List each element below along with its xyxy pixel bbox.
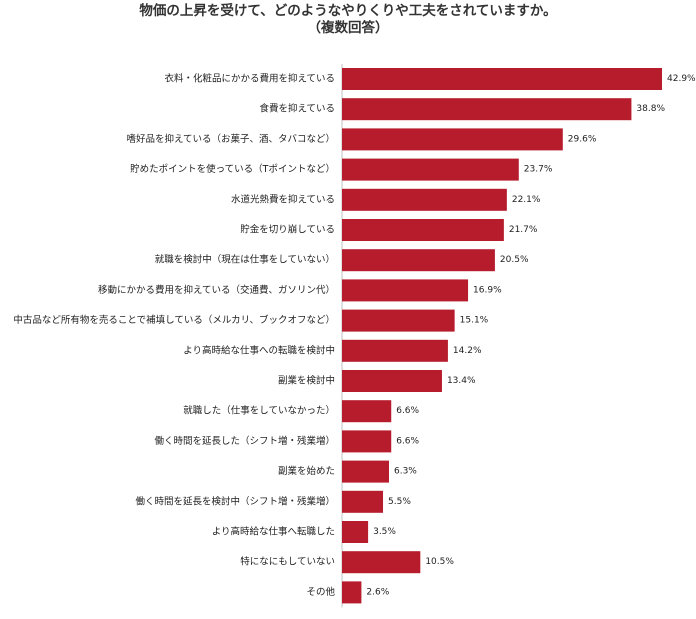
bar-12 (342, 430, 392, 453)
bar-1 (342, 98, 632, 121)
category-label-1: 食費を抑えている (259, 103, 335, 115)
value-label-14: 5.5% (388, 497, 411, 507)
chart-title: 物価の上昇を受けて、どのようなやりくりや工夫をされていますか。 (139, 3, 557, 19)
category-label-9: より高時給な仕事への転職を検討中 (183, 344, 335, 356)
value-label-7: 16.9% (473, 285, 502, 295)
bar-15 (342, 521, 369, 543)
bar-8 (342, 309, 455, 332)
value-label-0: 42.9% (667, 74, 696, 84)
category-label-16: 特になにもしていない (240, 556, 335, 568)
category-label-17: その他 (306, 586, 335, 598)
value-label-1: 38.8% (636, 104, 665, 114)
bar-4 (342, 188, 507, 211)
category-label-12: 働く時間を延長した（シフト増・残業増） (154, 435, 335, 447)
value-label-6: 20.5% (500, 255, 529, 265)
category-label-15: より高時給な仕事へ転職した (212, 526, 335, 538)
value-label-12: 6.6% (396, 436, 419, 446)
category-label-7: 移動にかかる費用を抑えている（交通費、ガソリン代） (98, 284, 335, 296)
bar-11 (342, 400, 392, 423)
bars-group: 衣料・化粧品にかかる費用を抑えている 42.9% 食費を抑えている 38.8% 嗜好品を… (13, 68, 696, 604)
category-label-5: 貯金を切り崩している (240, 224, 335, 236)
bar-3 (342, 158, 519, 181)
value-label-2: 29.6% (568, 134, 597, 144)
category-label-0: 衣料・化粧品にかかる費用を抑えている (164, 73, 335, 85)
category-label-10: 副業を検討中 (278, 375, 335, 387)
bar-13 (342, 460, 389, 483)
category-label-8: 中古品など所有物を売ることで補填している（メルカリ、ブックオフなど） (13, 314, 335, 326)
value-label-9: 14.2% (453, 346, 482, 356)
value-label-8: 15.1% (460, 316, 489, 326)
category-label-6: 就職を検討中（現在は仕事をしていない） (155, 254, 335, 266)
value-label-13: 6.3% (394, 467, 417, 477)
bar-17 (342, 581, 362, 604)
bar-10 (342, 370, 442, 392)
category-label-3: 貯めたポイントを使っている（Tポイントなど） (130, 163, 335, 175)
value-label-16: 10.5% (425, 557, 454, 567)
bar-7 (342, 279, 469, 302)
chart-subtitle: （複数回答） (307, 20, 389, 36)
category-label-4: 水道光熱費を抑えている (231, 193, 335, 205)
bar-6 (342, 249, 495, 272)
value-label-10: 13.4% (447, 376, 476, 386)
category-label-11: 就職した（仕事をしていなかった） (183, 405, 335, 417)
value-label-11: 6.6% (396, 406, 419, 416)
category-label-13: 副業を始めた (278, 465, 335, 477)
bar-2 (342, 128, 563, 151)
bar-14 (342, 490, 384, 513)
value-label-17: 2.6% (366, 587, 389, 597)
value-label-3: 23.7% (524, 165, 553, 175)
bar-16 (342, 551, 421, 574)
value-label-5: 21.7% (509, 225, 538, 235)
category-label-14: 働く時間を延長を検討中（シフト増・残業増） (135, 495, 335, 507)
value-label-15: 3.5% (373, 527, 396, 537)
category-label-2: 嗜好品を抑えている（お菓子、酒、タバコなど） (126, 133, 335, 145)
value-label-4: 22.1% (512, 195, 541, 205)
bar-9 (342, 339, 448, 362)
bar-5 (342, 219, 504, 241)
bar-0 (342, 68, 662, 90)
